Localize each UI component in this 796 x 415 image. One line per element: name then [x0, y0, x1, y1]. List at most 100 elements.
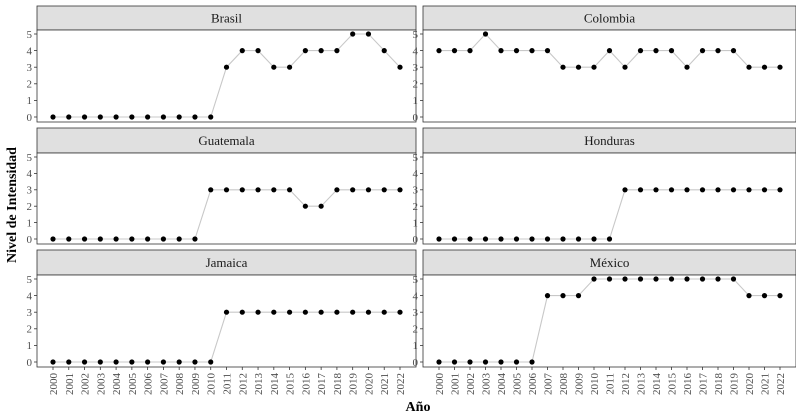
- y-tick-label: 3: [413, 185, 419, 197]
- data-point: [777, 187, 783, 193]
- data-point: [715, 48, 721, 54]
- data-point: [50, 359, 56, 365]
- data-point: [208, 359, 214, 365]
- data-point: [761, 64, 768, 70]
- y-tick-label: 0: [413, 112, 419, 124]
- data-point: [529, 48, 535, 54]
- facet-title: Honduras: [584, 133, 635, 148]
- data-point: [513, 359, 520, 365]
- data-point: [81, 359, 88, 365]
- x-tick-label: 2002: [465, 373, 477, 395]
- y-tick-label: 3: [27, 185, 33, 197]
- data-point: [777, 64, 783, 70]
- x-tick-label: 2006: [143, 373, 155, 396]
- data-point: [622, 64, 628, 70]
- y-tick-label: 4: [27, 290, 33, 302]
- facet-strip: [422, 249, 796, 276]
- y-tick-label: 4: [413, 45, 419, 57]
- y-tick-label: 3: [27, 62, 33, 74]
- data-point: [223, 309, 230, 315]
- facet-title: Jamaica: [206, 255, 248, 270]
- data-point: [50, 236, 56, 242]
- facet-strip: [36, 5, 417, 31]
- x-tick-label: 2000: [48, 373, 60, 396]
- y-tick-label: 1: [413, 95, 419, 107]
- facet-title: Guatemala: [198, 133, 255, 148]
- data-point: [715, 187, 721, 193]
- data-point: [730, 276, 737, 282]
- x-tick-label: 2007: [543, 373, 555, 396]
- data-point: [334, 309, 340, 315]
- facet-panel: [422, 274, 796, 368]
- data-point: [397, 309, 403, 315]
- x-tick-label: 2014: [651, 373, 663, 396]
- data-point: [176, 359, 182, 365]
- facet-colombia: Colombia 0 1 2 3 4 5: [413, 5, 796, 124]
- data-point: [97, 236, 103, 242]
- data-point: [637, 276, 644, 282]
- x-tick-label: 2016: [300, 373, 312, 396]
- facet-brasil: Brasil 0 1 2 3 4 5: [27, 5, 417, 124]
- x-tick-label: 2019: [348, 373, 360, 396]
- facet-title: México: [590, 255, 630, 270]
- data-point: [302, 203, 308, 209]
- data-point: [145, 359, 151, 365]
- y-tick-label: 2: [413, 324, 419, 336]
- facet-panel: [422, 29, 796, 123]
- data-point: [467, 359, 473, 365]
- data-point: [606, 48, 613, 54]
- data-point: [129, 114, 135, 120]
- x-tick-label: 2022: [775, 373, 787, 395]
- data-point: [513, 236, 520, 242]
- facet-honduras: Honduras 0 1 2 3 4 5: [413, 127, 796, 246]
- x-tick-label: 2013: [253, 373, 265, 396]
- data-point: [176, 114, 182, 120]
- data-point: [746, 293, 752, 299]
- data-point: [271, 309, 277, 315]
- y-tick-label: 5: [27, 152, 33, 164]
- data-point: [350, 187, 356, 193]
- data-point: [715, 276, 721, 282]
- data-point: [113, 359, 119, 365]
- data-point: [684, 187, 690, 193]
- x-tick-label: 2015: [667, 373, 679, 396]
- x-tick-label: 2001: [450, 373, 462, 395]
- data-point: [318, 309, 324, 315]
- data-point: [302, 309, 308, 315]
- data-point: [160, 236, 167, 242]
- data-point: [365, 31, 372, 37]
- data-point: [746, 64, 752, 70]
- y-tick-label: 1: [413, 340, 419, 352]
- x-tick-label: 2010: [589, 373, 601, 396]
- data-point: [575, 64, 582, 70]
- data-point: [129, 236, 135, 242]
- y-tick-label: 4: [413, 290, 419, 302]
- y-tick-label: 0: [27, 112, 33, 124]
- y-tick-label: 5: [413, 29, 419, 41]
- x-tick-label: 2021: [379, 373, 391, 395]
- y-tick-label: 0: [27, 357, 33, 369]
- data-point: [97, 114, 103, 120]
- data-point: [498, 48, 504, 54]
- data-point: [451, 48, 458, 54]
- x-tick-label: 2014: [269, 373, 281, 396]
- x-axis-title: Año: [406, 400, 431, 415]
- y-tick-label: 2: [27, 324, 33, 336]
- data-point: [591, 236, 597, 242]
- data-point: [81, 236, 88, 242]
- x-tick-label: 2004: [496, 373, 508, 396]
- data-point: [730, 48, 737, 54]
- x-tick-label: 2017: [316, 373, 328, 396]
- y-tick-label: 2: [413, 201, 419, 213]
- data-point: [560, 64, 566, 70]
- data-point: [482, 236, 489, 242]
- x-tick-label: 2013: [636, 373, 648, 396]
- x-tick-label: 2010: [206, 373, 218, 396]
- data-point: [145, 236, 151, 242]
- data-point: [239, 187, 245, 193]
- data-point: [350, 309, 356, 315]
- data-point: [397, 187, 403, 193]
- facet-mexico: México 0 1 2 3 4 5 2000 2001 2002 2003 2004 2005 2006…: [413, 249, 796, 396]
- data-point: [544, 48, 551, 54]
- y-tick-label: 5: [413, 152, 419, 164]
